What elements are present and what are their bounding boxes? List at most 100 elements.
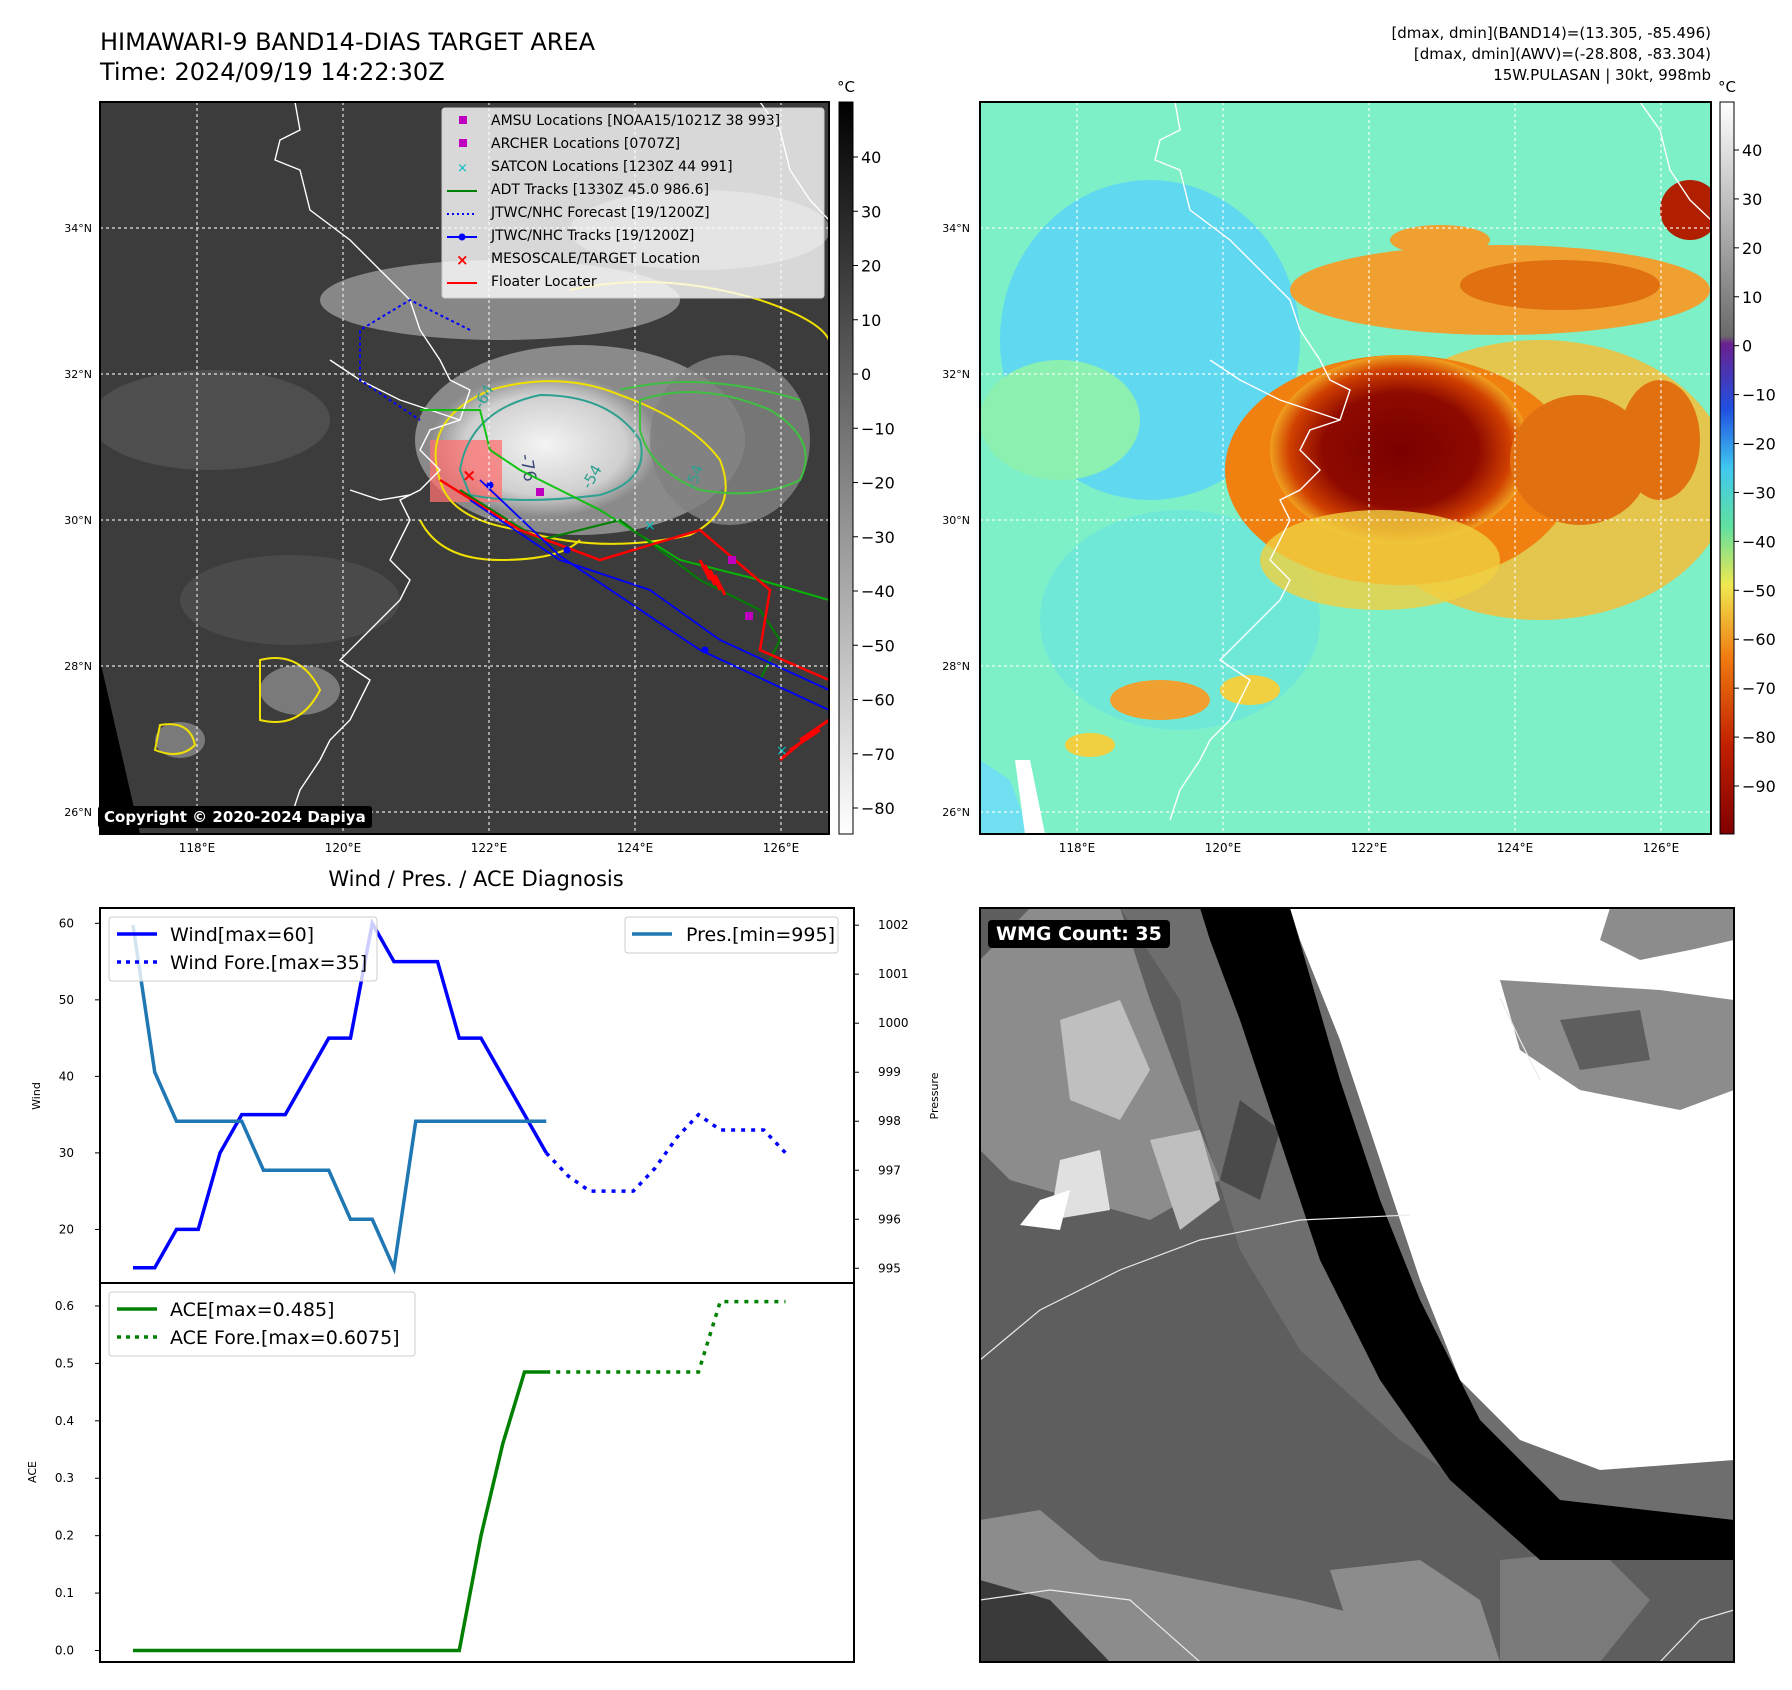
lon-label-right: 126°E [1643,841,1680,855]
lat-label-right: 26°N [942,806,970,819]
ace-legend: ACE[max=0.485] ACE Fore.[max=0.6075] [108,1291,416,1357]
lon-label-right: 124°E [1497,841,1534,855]
colorbar-tick-label: 20 [1742,239,1762,258]
ace-chart: 0.0 0.1 0.2 0.3 0.4 0.5 0.6 [55,1299,786,1658]
colorbar-tick-label: −70 [1742,679,1776,698]
svg-text:×: × [457,161,468,176]
legend-target: MESOSCALE/TARGET Location [491,251,700,267]
ace-y-tick-label: 0.2 [55,1529,74,1543]
gray-colorbar-unit: °C [837,78,855,96]
legend-amsu: AMSU Locations [NOAA15/1021Z 38 993] [491,113,780,129]
pressure-y-tick-label: 995 [878,1261,901,1275]
legend-archer: ARCHER Locations [0707Z] [491,136,680,152]
ir-color-map [980,102,1711,834]
lat-label-right: 30°N [942,514,970,527]
wmg-map-frame [979,907,1735,1663]
colorbar-tick-label: −30 [861,528,895,547]
pressure-legend: Pres.[min=995] [624,916,839,954]
wmg-pixel-map [980,908,1734,1662]
pressure-y-tick-label: 1000 [878,1016,909,1030]
lat-label-left: 28°N [64,660,92,673]
series-pres [131,924,547,1275]
colorbar-tick-label: 30 [1742,190,1762,209]
colorbar-tick-label: −20 [861,474,895,493]
wmg-count-badge: WMG Count: 35 [988,920,1170,948]
colorbar-tick-label: 40 [1742,141,1762,160]
info-line-3: 15W.PULASAN | 30kt, 998mb [1493,66,1711,84]
colorbar-tick-label: −40 [1742,532,1776,551]
wind-y-tick-label: 20 [59,1222,74,1236]
info-line-2: [dmax, dmin](AWV)=(-28.808, -83.304) [1414,45,1711,63]
colorbar-tick-label: 10 [861,311,881,330]
copyright-badge: Copyright © 2020-2024 Dapiya [98,806,372,828]
figure-time: Time: 2024/09/19 14:22:30Z [99,58,445,86]
colorbar-tick-label: −90 [1742,777,1776,796]
colorbar-tick-label: −20 [1742,435,1776,454]
legend-ace: ACE[max=0.485] [170,1299,334,1321]
color-colorbar [1719,101,1735,835]
wind-y-tick-label: 50 [59,993,74,1007]
map-axis-labels: 34°N 34°N 32°N 32°N 30°N 30°N 28°N 28°N 26°N 26°N… [64,222,1679,855]
wind-y-tick-label: 30 [59,1146,74,1160]
color-colorbar-ticks: 40 30 20 10 0 −10 −20 −30 −40 −50 −60 −70 −80 −90 [1734,141,1776,796]
colorbar-tick-label: −50 [1742,581,1776,600]
lat-label-left: 34°N [64,222,92,235]
colorbar-tick-label: −60 [1742,630,1776,649]
lon-label-right: 122°E [1351,841,1388,855]
pressure-y-tick-label: 996 [878,1212,901,1226]
lon-label-left: 120°E [325,841,362,855]
legend-pres: Pres.[min=995] [686,924,835,946]
svg-text:×: × [776,743,788,759]
figure-title: HIMAWARI-9 BAND14-DIAS TARGET AREA [100,28,596,56]
legend-floater: Floater Locater [491,274,597,290]
pressure-y-tick-label: 1001 [878,967,909,981]
pressure-y-tick-label: 999 [878,1065,901,1079]
lat-label-left: 26°N [64,806,92,819]
pressure-axis-label: Pressure [928,1072,941,1119]
colorbar-tick-label: −40 [861,582,895,601]
lon-label-left: 126°E [763,841,800,855]
color-colorbar-unit: °C [1718,78,1736,96]
ace-y-tick-label: 0.1 [55,1586,74,1600]
wind-axis-label: Wind [30,1082,43,1110]
lon-label-left: 122°E [471,841,508,855]
ir-color-map-frame [979,101,1712,835]
colorbar-tick-label: 30 [861,202,881,221]
lon-label-right: 118°E [1059,841,1096,855]
lat-label-right: 28°N [942,660,970,673]
colorbar-tick-label: 0 [861,365,871,384]
svg-text:×: × [456,251,469,269]
colorbar-tick-label: 40 [861,148,881,167]
colorbar-tick-label: −50 [861,636,895,655]
ace-axis-label: ACE [26,1461,39,1483]
series-ace [133,1370,547,1653]
lat-label-left: 30°N [64,514,92,527]
legend-wind: Wind[max=60] [170,924,314,946]
colorbar-tick-label: −10 [861,419,895,438]
lon-label-left: 118°E [179,841,216,855]
pressure-y-tick-label: 997 [878,1163,901,1177]
colorbar-tick-label: −60 [861,691,895,710]
legend-adt: ADT Tracks [1330Z 45.0 986.6] [491,182,709,198]
svg-text:×: × [462,466,476,486]
ace-y-tick-label: 0.0 [55,1644,74,1658]
lon-label-right: 120°E [1205,841,1242,855]
legend-ace-fore: ACE Fore.[max=0.6075] [170,1327,400,1349]
series-wind-fore [544,1112,787,1193]
series-wind [133,918,548,1270]
colorbar-tick-label: −10 [1742,386,1776,405]
legend-wind-fore: Wind Fore.[max=35] [170,952,367,974]
info-line-1: [dmax, dmin](BAND14)=(13.305, -85.496) [1391,24,1711,42]
colorbar-tick-label: 10 [1742,288,1762,307]
gray-colorbar-ticks: 40 30 20 10 0 −10 −20 −30 −40 −50 −60 −70 −80 [853,148,895,818]
legend-jtwc-forecast: JTWC/NHC Forecast [19/1200Z] [490,205,710,221]
wind-legend: Wind[max=60] Wind Fore.[max=35] [108,916,378,982]
wind-pressure-chart: 20 30 40 50 60 995 996 997 998 999 1000 1001 1002 [59,916,909,1275]
pressure-y-tick-label: 1002 [878,918,909,932]
legend-jtwc-tracks: JTWC/NHC Tracks [19/1200Z] [490,228,694,244]
ace-y-tick-label: 0.6 [55,1299,74,1313]
colorbar-tick-label: 0 [1742,337,1752,356]
ace-y-tick-label: 0.3 [55,1471,74,1485]
lat-label-right: 32°N [942,368,970,381]
